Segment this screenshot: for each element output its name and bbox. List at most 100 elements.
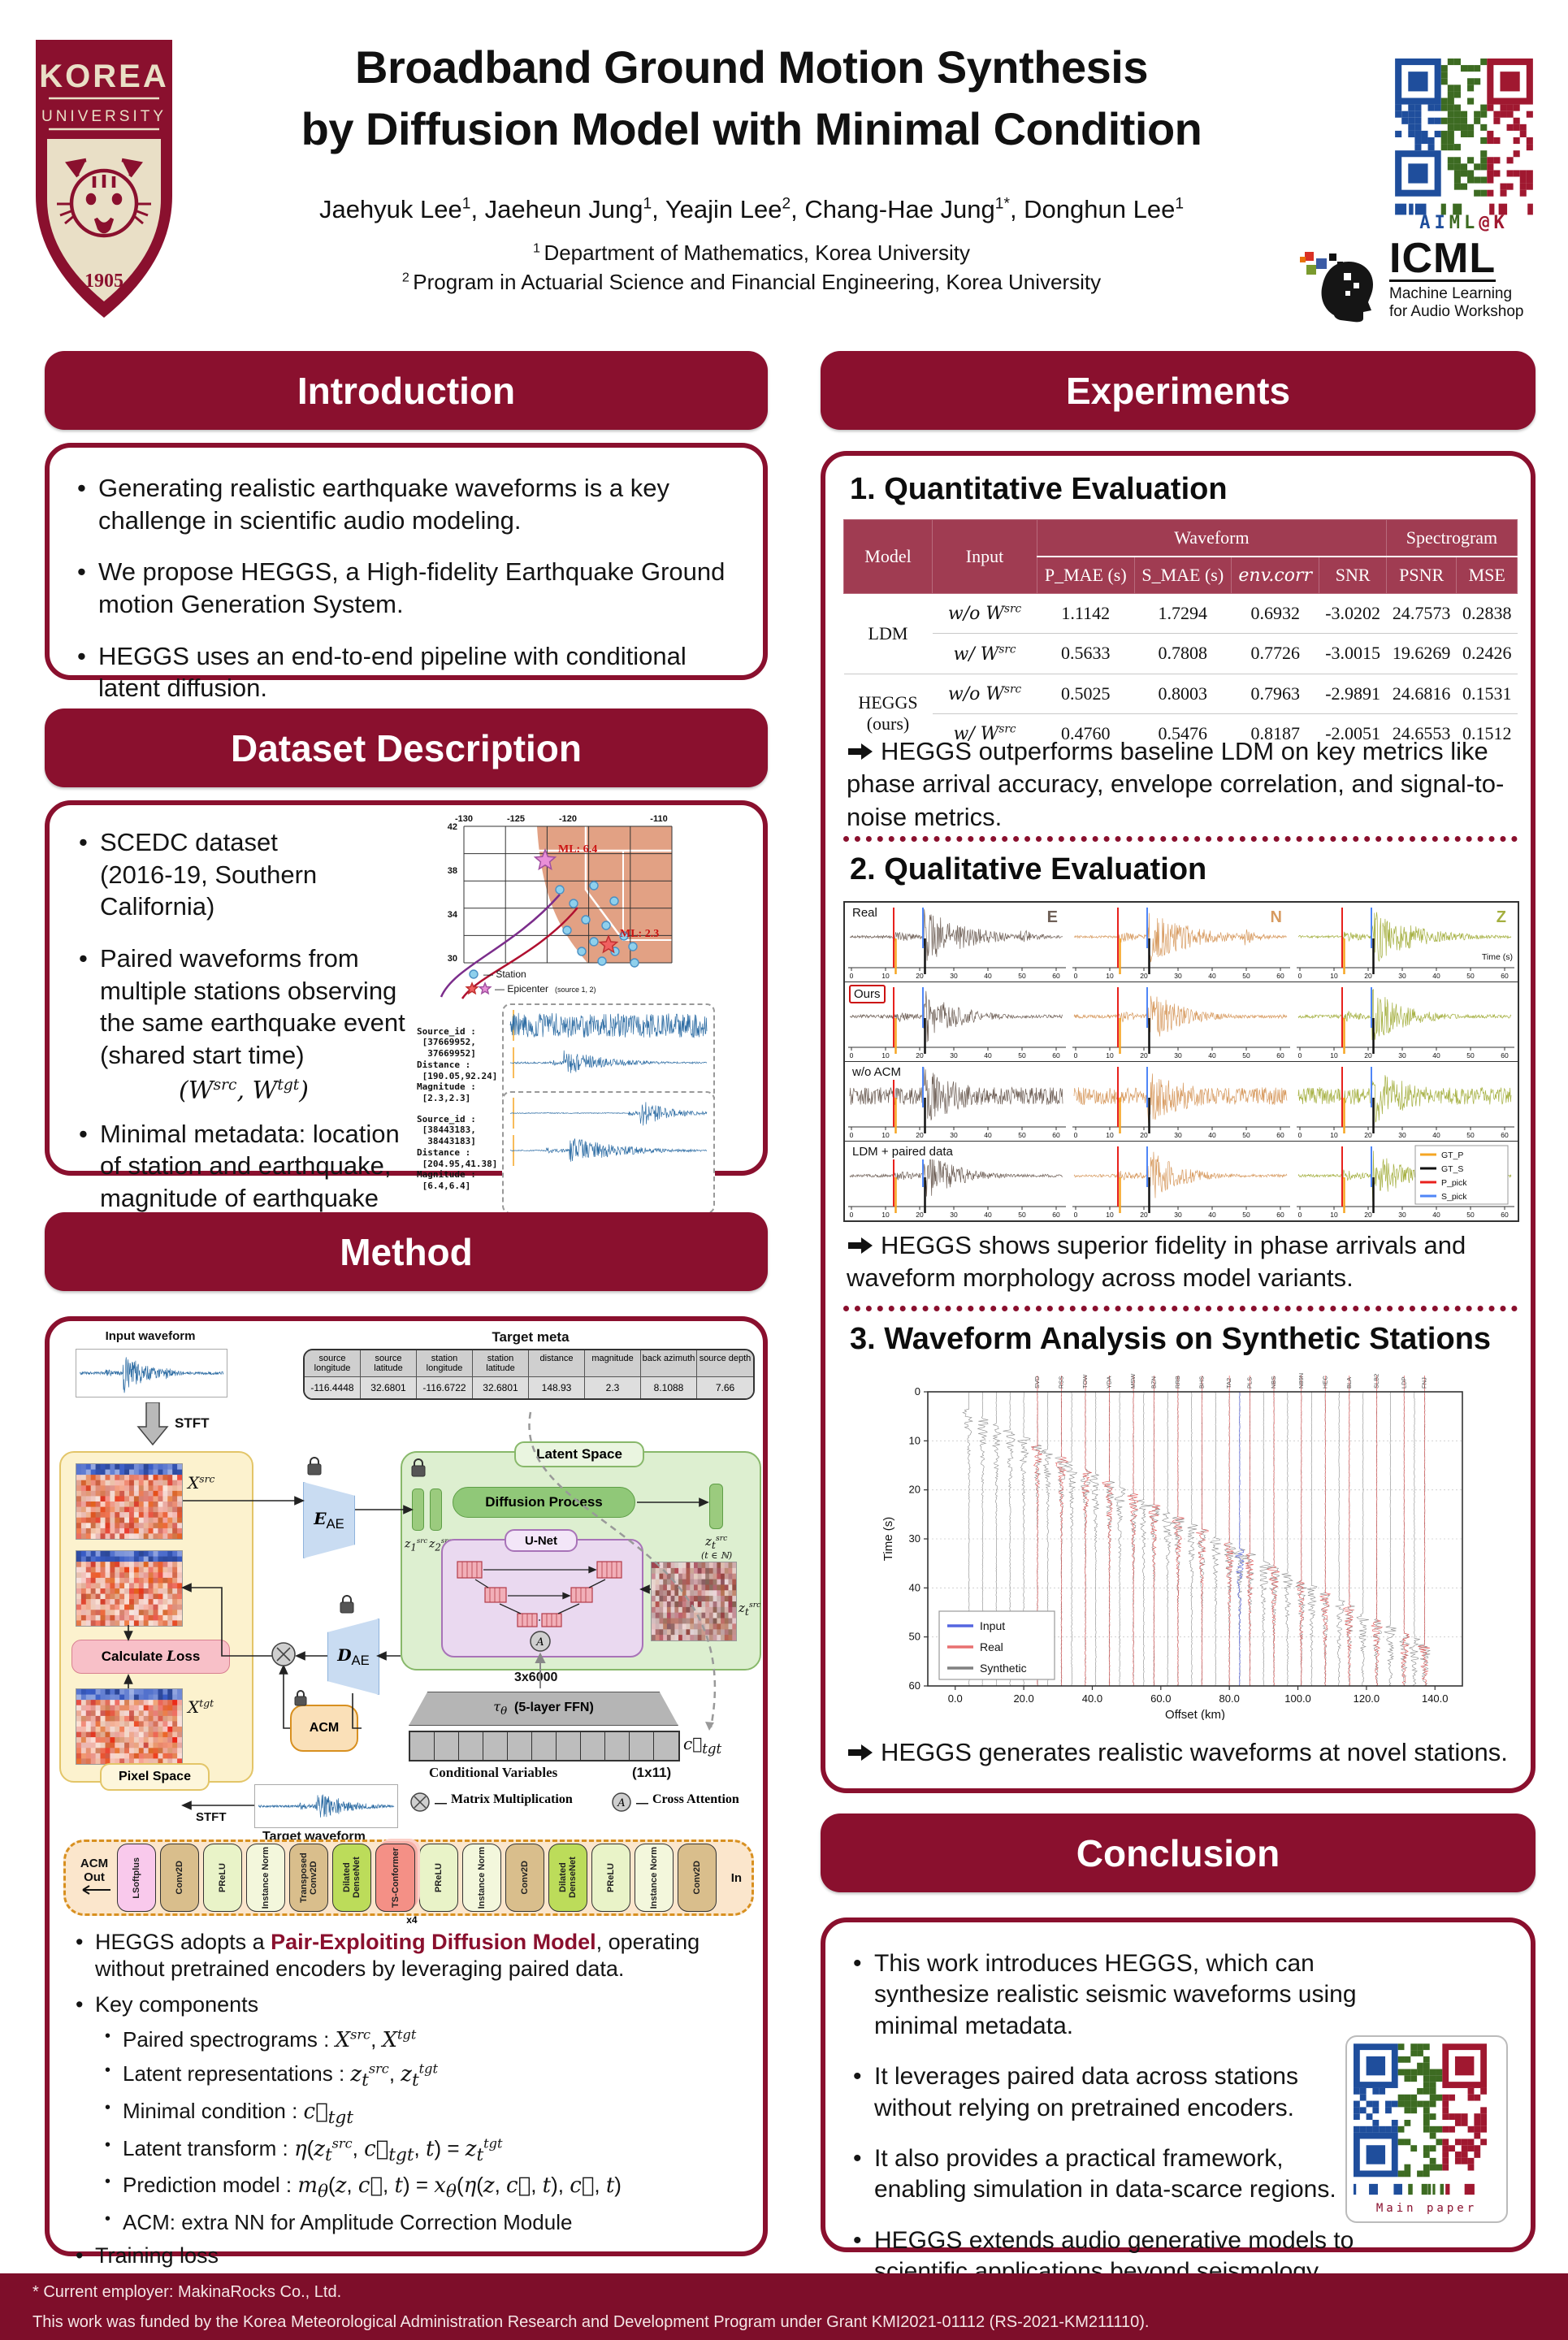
acm-block: Conv2D [505,1844,544,1912]
acm-block: Dilated DenseNet [332,1844,372,1912]
svg-text:30: 30 [950,1131,958,1139]
svg-text:10: 10 [1330,972,1338,980]
quantitative-title: 1. Quantitative Evaluation [850,472,1228,506]
target-waveform-thumbnail [254,1784,398,1828]
svg-text:20.0: 20.0 [1013,1692,1033,1705]
svg-text:ML: 6.4: ML: 6.4 [558,843,597,856]
svg-text:60: 60 [909,1679,920,1692]
korea-logo-line2: UNIVERSITY [41,108,167,125]
svg-text:60.0: 60.0 [1150,1692,1171,1705]
icml-head-icon [1300,252,1373,323]
svg-text:E: E [1047,908,1058,926]
method-key-item: Latent transform : η(ztsrc, c⃗tgt, t) = … [98,2135,742,2167]
waveform-panel: 0 10 20 30 40 50 60 N [1072,908,1290,980]
korea-logo-line1: KOREA [39,58,168,94]
svg-text:40: 40 [1208,1051,1216,1060]
svg-text:10: 10 [1106,1211,1114,1219]
aimlak-letter: K [1493,213,1509,233]
conclusion-bullet: It also provides a practical framework, … [843,2143,1363,2206]
table-row: w/ Wsrc 0.4760 0.5476 0.8187 -2.0051 24.6553… [844,713,1518,754]
svg-text:40: 40 [984,1051,992,1060]
svg-text:140.0: 140.0 [1422,1692,1449,1705]
svg-text:PLS: PLS [1245,1377,1253,1389]
calculate-loss-box: Calculate Loss [71,1640,230,1674]
svg-text:GT_P: GT_P [1441,1150,1463,1160]
spectrogram-xtgt [76,1688,183,1765]
svg-text:20: 20 [909,1484,920,1496]
introduction-box: Generating realistic earthquake waveform… [45,443,768,702]
svg-text:10: 10 [1106,1051,1114,1060]
diffusion-process-pill: Diffusion Process [453,1487,635,1518]
metadata-card-2-text: Source_id : [38443183, 38443183] Distance… [417,1113,498,1192]
main-paper-qr-caption: Main paper [1375,2202,1478,2215]
metadata-card-2: Source_id : [38443183, 38443183] Distance… [417,1091,716,1215]
acm-in-label: In [730,1870,743,1885]
svg-text:40: 40 [1432,972,1440,980]
ctgt-label: c⃗tgt [683,1734,722,1757]
svg-text:0: 0 [915,1385,920,1398]
spectrogram-decoded [76,1550,183,1627]
svg-text:30: 30 [1174,1131,1182,1139]
dataset-bullet-2: Paired waveforms from multiple stations … [69,942,418,1072]
svg-text:40: 40 [1208,972,1216,980]
svg-text:60: 60 [1052,1211,1060,1219]
svg-text:30: 30 [1398,1051,1406,1060]
svg-text:120.0: 120.0 [1354,1692,1380,1705]
metadata-card-1-text: Source_id : [37669952, 37669952] Distance… [417,1025,498,1104]
svg-text:10: 10 [881,1211,890,1219]
svg-text:30: 30 [1174,1211,1182,1219]
svg-text:RSS: RSS [1058,1376,1065,1389]
svg-text:50: 50 [1466,1131,1475,1139]
svg-text:40.0: 40.0 [1082,1692,1102,1705]
svg-text:BHS: BHS [1198,1376,1205,1389]
svg-text:—: — [435,1796,447,1810]
svg-text:10: 10 [881,1051,890,1060]
svg-text:SVD: SVD [1033,1376,1041,1389]
acm-out-label: Out [84,1870,105,1884]
svg-text:40: 40 [984,1211,992,1219]
operator-legend: — A — [410,1792,648,1812]
svg-text:60: 60 [1052,1131,1060,1139]
svg-text:0: 0 [1298,1211,1302,1219]
waveform-panel: 0 10 20 30 40 50 60 [848,987,1066,1060]
svg-text:30: 30 [1398,972,1406,980]
section-bar-conclusion: Conclusion [821,1814,1536,1892]
affiliation-1: 1 Department of Mathematics, Korea Unive… [533,240,970,265]
z1-label: z1src [405,1537,428,1554]
takeaway-3: HEGGS generates realistic waveforms at n… [847,1736,1513,1769]
method-diagram: Input waveform STFT Target meta source l… [59,1329,761,1926]
intro-bullet: Generating realistic earthquake waveform… [67,472,735,536]
experiments-box: 1. Quantitative Evaluation Model Input W… [821,451,1536,1793]
legend-cross-attention: Cross Attention [652,1792,739,1806]
tensor-dim-label: 3x6000 [514,1670,558,1684]
xsrc-label: Xsrc [188,1472,215,1493]
aimlak-letter: A [1419,213,1435,233]
svg-text:Z: Z [1497,908,1506,926]
svg-text:50: 50 [1466,1051,1475,1060]
dotted-divider [843,1306,1518,1311]
acm-block: Instance Norm [461,1844,501,1912]
section-bar-introduction: Introduction [45,351,768,430]
svg-text:40: 40 [1432,1211,1440,1219]
dataset-formula: (Wsrc, Wtgt) [179,1076,309,1105]
svg-text:N89N: N89N [1297,1373,1305,1389]
svg-text:20: 20 [916,1131,924,1139]
footer-employer-note: * Current employer: MakinaRocks Co., Ltd… [32,2283,342,2301]
qualitative-row: Real 0 10 20 30 40 50 60 E 0 10 20 30 40 50 60 N 0 10 20 30 4… [845,903,1518,982]
svg-text:50: 50 [1466,1211,1475,1219]
svg-text:50: 50 [1018,1211,1026,1219]
svg-text:TOW: TOW [1081,1374,1089,1389]
svg-text:80.0: 80.0 [1219,1692,1240,1705]
svg-text:0: 0 [850,972,854,980]
svg-text:—: — [636,1796,648,1810]
qualitative-row: LDM + paired data 0 10 20 30 40 50 60 0 10 20 30 40 5… [845,1142,1518,1220]
input-waveform-label: Input waveform [105,1329,196,1343]
svg-text:0: 0 [1074,1131,1078,1139]
poster-title-line1: Broadband Ground Motion Synthesis [355,41,1148,93]
conclusion-bullet: It leverages paired data across stations… [843,2061,1363,2124]
acm-pipeline-label: ACM [80,1856,109,1870]
zt-note: (t ∈ ℕ) [701,1550,733,1561]
acm-block: PReLU [203,1844,243,1912]
noisy-latent-image [651,1562,737,1641]
